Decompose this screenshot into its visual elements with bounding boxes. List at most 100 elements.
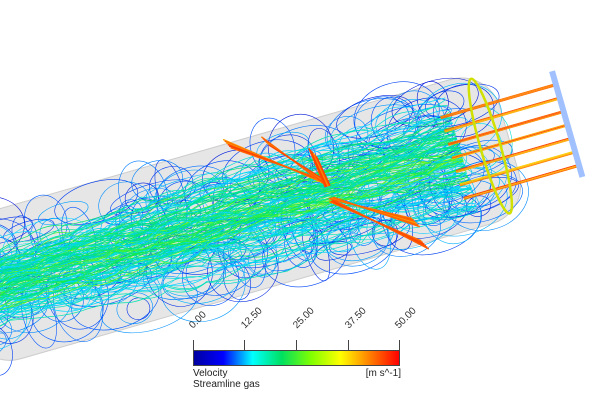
- streamline: [0, 204, 477, 327]
- streamline: [0, 315, 12, 345]
- burner-tube: [440, 85, 557, 120]
- streamline: [0, 133, 456, 278]
- streamline: [0, 188, 472, 322]
- streamline: [0, 135, 457, 286]
- streamline: [0, 195, 474, 329]
- burner-tube: [452, 124, 568, 159]
- streamline: [0, 140, 458, 273]
- streamline: [0, 328, 7, 359]
- streamline: [366, 191, 458, 250]
- jet-streamline: [268, 144, 330, 184]
- streamline: [0, 229, 13, 288]
- streamline: [417, 167, 508, 237]
- legend-unit: [m s^-1]: [365, 368, 401, 379]
- streamline: [0, 173, 468, 304]
- jet-streamline: [312, 152, 329, 187]
- color-legend: 0.00 12.50 25.00 37.50 50.00 Velocity St…: [187, 306, 418, 398]
- burner-tube: [440, 84, 557, 119]
- burner-tube: [456, 138, 572, 173]
- streamline: [0, 152, 462, 319]
- streamline: [0, 324, 13, 376]
- burner-tube: [448, 112, 565, 147]
- streamline: [249, 117, 296, 176]
- streamline: [310, 216, 397, 275]
- streamline: [3, 218, 55, 243]
- burner-tube: [459, 152, 576, 187]
- streamline: [116, 292, 153, 325]
- streamline: [0, 130, 455, 281]
- burner-tube: [463, 164, 580, 199]
- streamline: [368, 115, 445, 148]
- jet-streamline: [315, 156, 331, 187]
- streamline: [0, 122, 453, 277]
- streamline: [0, 209, 478, 323]
- streamline: [0, 119, 452, 274]
- streamline: [0, 278, 32, 340]
- streamline: [0, 154, 462, 319]
- burner-tube: [448, 111, 564, 146]
- streamline: [0, 143, 459, 277]
- burner-tube: [452, 125, 568, 160]
- streamline: [0, 188, 472, 329]
- streamline: [394, 106, 452, 130]
- legend-object: Streamline gas: [193, 379, 260, 390]
- streamline: [0, 133, 456, 297]
- legend-variable: Velocity: [193, 368, 228, 379]
- streamline: [0, 288, 9, 330]
- streamline: [149, 166, 194, 205]
- streamline: [0, 157, 463, 277]
- burner-tube: [444, 97, 560, 132]
- streamline: [0, 236, 21, 285]
- burner-tube: [463, 163, 579, 198]
- burner-tube: [444, 96, 560, 131]
- streamline: [391, 77, 479, 128]
- streamline: [0, 155, 462, 324]
- burner-tube: [463, 165, 580, 200]
- streamline: [229, 166, 276, 205]
- streamline: [466, 195, 492, 217]
- streamline: [451, 105, 513, 176]
- streamline: [0, 154, 462, 292]
- streamline: [182, 249, 239, 306]
- streamline: [222, 139, 312, 201]
- burner-tube: [459, 151, 576, 186]
- streamline: [0, 131, 456, 316]
- streamline: [0, 141, 458, 301]
- streamline: [0, 176, 469, 317]
- burner-tube: [447, 110, 564, 145]
- streamline: [0, 292, 27, 351]
- streamline: [126, 297, 151, 321]
- streamline: [0, 216, 33, 245]
- streamline: [54, 179, 139, 225]
- jet-streamline: [333, 199, 430, 250]
- streamline: [370, 96, 417, 148]
- streamline: [0, 165, 465, 315]
- burner-tube: [440, 83, 556, 118]
- streamline: [416, 81, 449, 120]
- burner-tube: [451, 123, 568, 158]
- streamline: [0, 223, 17, 281]
- streamline: [0, 185, 471, 325]
- streamline: [38, 201, 89, 226]
- streamline: [372, 205, 441, 257]
- vessel-group: [0, 70, 586, 376]
- burner-tube: [444, 98, 561, 133]
- streamline: [0, 175, 468, 303]
- streamline: [0, 169, 467, 299]
- burner-tube: [459, 150, 576, 185]
- streamline: [0, 158, 463, 313]
- streamline: [316, 241, 352, 261]
- jet-streamline: [333, 196, 421, 228]
- burner-tube: [455, 137, 572, 172]
- burner-ring: [467, 77, 514, 215]
- jet-streamline: [311, 151, 328, 187]
- streamline: [0, 168, 466, 308]
- streamline: [0, 170, 467, 314]
- burner-tube: [455, 137, 572, 173]
- streamline: [0, 152, 462, 292]
- inlet-manifold: [549, 70, 586, 178]
- streamline: [0, 105, 448, 273]
- jet-streamline: [309, 149, 327, 188]
- streamline: [217, 220, 268, 279]
